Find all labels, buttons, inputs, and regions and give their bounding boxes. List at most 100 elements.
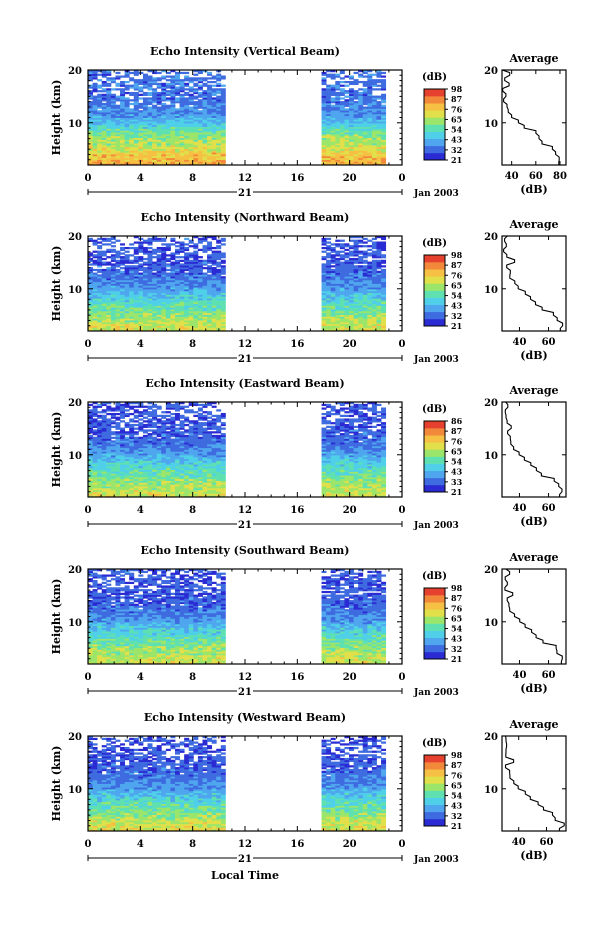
heatmap-cell xyxy=(358,80,364,84)
heatmap-cell xyxy=(220,99,226,102)
heatmap-cell xyxy=(179,292,185,295)
heatmap-cell xyxy=(193,150,199,153)
heatmap-cell xyxy=(193,90,199,93)
heatmap-cell xyxy=(367,137,373,140)
heatmap-cell xyxy=(202,486,208,489)
heatmap-cell xyxy=(152,128,158,131)
heatmap-cell xyxy=(188,115,194,118)
heatmap-cell xyxy=(193,256,199,259)
heatmap-cell xyxy=(339,113,345,117)
heatmap-cell xyxy=(211,137,217,140)
heatmap-cell xyxy=(142,310,148,314)
heatmap-cell xyxy=(349,270,354,273)
heatmap-cell xyxy=(216,139,222,142)
heatmap-cell xyxy=(326,237,332,241)
heatmap-cell xyxy=(110,124,116,128)
heatmap-cell xyxy=(349,259,354,262)
heatmap-cell xyxy=(216,152,222,155)
heatmap-cell xyxy=(220,128,226,131)
heatmap-cell xyxy=(175,148,180,151)
panel-1: Echo Intensity (Northward Beam)1020Heigh… xyxy=(50,211,567,365)
heatmap-cell xyxy=(188,110,194,113)
heatmap-cell xyxy=(216,79,222,82)
heatmap-cell xyxy=(381,491,387,494)
heatmap-cell xyxy=(170,126,176,129)
heatmap-cell xyxy=(326,263,332,266)
heatmap-cell xyxy=(321,318,327,321)
heatmap-cell xyxy=(202,325,208,328)
heatmap-cell xyxy=(367,478,373,481)
heatmap-cell xyxy=(362,279,368,283)
heatmap-cell xyxy=(330,130,336,133)
heatmap-cell xyxy=(211,298,217,301)
heatmap-cell xyxy=(376,298,382,301)
heatmap-cell xyxy=(165,263,171,266)
heatmap-cell xyxy=(330,471,336,474)
heatmap-cell xyxy=(202,316,208,319)
heatmap-cell xyxy=(152,157,158,160)
heatmap-cell xyxy=(376,292,382,295)
heatmap-cell xyxy=(197,314,203,317)
heatmap-cell xyxy=(326,270,332,273)
heatmap-cell xyxy=(152,97,158,100)
heatmap-cell xyxy=(179,155,185,159)
heatmap-cell xyxy=(175,93,180,96)
heatmap-cell xyxy=(170,480,176,483)
heatmap-cell xyxy=(97,148,103,151)
heatmap-cell xyxy=(124,292,130,295)
heatmap-cell xyxy=(115,288,121,292)
heatmap-cell xyxy=(339,115,345,118)
heatmap-cell xyxy=(335,259,341,262)
heatmap-cell xyxy=(101,473,107,476)
heatmap-cell xyxy=(170,104,176,107)
heatmap-cell xyxy=(175,279,180,283)
heatmap-cell xyxy=(330,482,336,485)
heatmap-cell xyxy=(349,104,354,107)
heatmap-cell xyxy=(216,239,222,242)
heatmap-cell xyxy=(321,270,327,273)
heatmap-cell xyxy=(339,495,345,498)
heatmap-cell xyxy=(367,90,373,93)
heatmap-cell xyxy=(220,473,226,476)
heatmap-cell xyxy=(92,323,98,326)
heatmap-cell xyxy=(349,475,354,478)
heatmap-cell xyxy=(339,101,345,104)
heatmap-cell xyxy=(152,152,158,155)
heatmap-cell xyxy=(339,77,345,80)
heatmap-cell xyxy=(371,303,377,306)
heatmap-cell xyxy=(101,106,107,109)
heatmap-cell xyxy=(184,312,190,315)
heatmap-cell xyxy=(129,133,135,137)
heatmap-cell xyxy=(371,489,377,492)
heatmap-cell xyxy=(335,88,341,91)
heatmap-cell xyxy=(147,101,153,104)
heatmap-cell xyxy=(381,312,387,315)
heatmap-cell xyxy=(349,95,354,98)
heatmap-cell xyxy=(321,487,327,491)
heatmap-cell xyxy=(330,99,336,102)
heatmap-cell xyxy=(349,323,354,326)
heatmap-cell xyxy=(381,137,387,140)
heatmap-cell xyxy=(184,486,190,489)
heatmap-cell xyxy=(349,157,354,160)
heatmap-cell xyxy=(161,159,167,162)
heatmap-cell xyxy=(152,298,158,301)
heatmap-cell xyxy=(188,321,194,325)
heatmap-cell xyxy=(358,126,364,129)
heatmap-cell xyxy=(202,294,208,297)
heatmap-cell xyxy=(133,84,139,87)
heatmap-cell xyxy=(92,493,98,496)
heatmap-cell xyxy=(349,110,354,113)
heatmap-cell xyxy=(170,276,176,279)
heatmap-cell xyxy=(156,159,162,162)
heatmap-cell xyxy=(193,243,199,246)
heatmap-cell xyxy=(188,478,194,481)
heatmap-cell xyxy=(211,325,217,328)
heatmap-cell xyxy=(344,285,350,288)
heatmap-cell xyxy=(353,307,359,310)
heatmap-cell xyxy=(330,119,336,122)
heatmap-cell xyxy=(142,491,148,494)
heatmap-cell xyxy=(381,148,387,151)
heatmap-cell xyxy=(381,254,387,257)
heatmap-cell xyxy=(165,281,171,284)
